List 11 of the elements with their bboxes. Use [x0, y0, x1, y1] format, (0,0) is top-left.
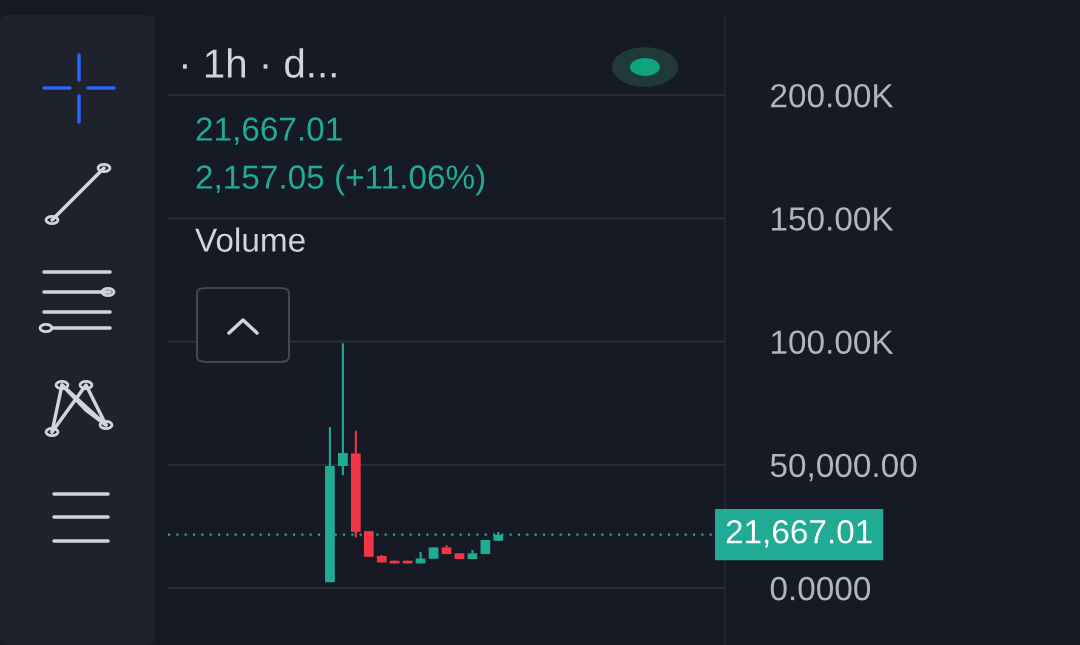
y-tick-label: 150.00K — [771, 207, 894, 231]
y-tick-label: 50,000.00 — [770, 453, 917, 482]
y-tick-label: 200.00K — [771, 83, 894, 108]
annotation: 21,667.01 — [196, 117, 342, 145]
annotation: Volume — [195, 227, 305, 252]
annotation: 2,157.05 (+11.06%) — [196, 164, 485, 196]
ref-line-label: 21,667.01 — [726, 520, 872, 548]
candlestick — [338, 342, 348, 477]
y-tick-label: 100.00K — [771, 330, 894, 354]
y-tick-label: 0.0000 — [770, 576, 871, 601]
text: · 1h · d... — [182, 48, 336, 78]
